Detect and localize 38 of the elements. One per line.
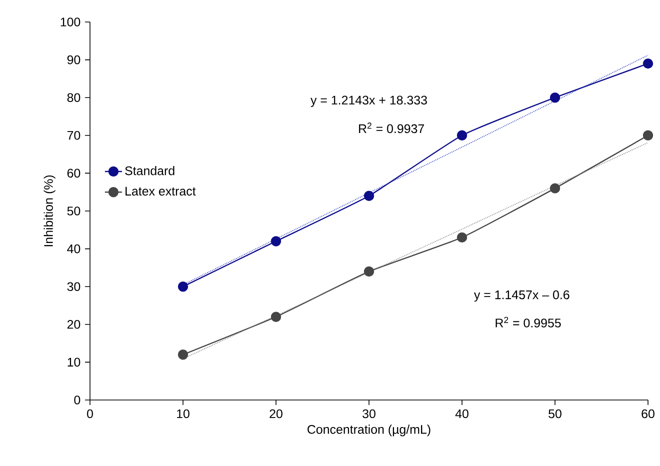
annotation: y = 1.2143x + 18.333 — [310, 96, 427, 108]
y-tick-label: 60 — [67, 168, 80, 178]
point — [550, 183, 560, 194]
y-tick-label: 10 — [68, 358, 80, 367]
point — [270, 312, 282, 322]
point — [642, 130, 654, 140]
y-axis-title: Inhibition (%) — [44, 175, 56, 246]
x-tick-label: 30 — [362, 409, 376, 418]
annotation: y = 1.1457x – 0.6 — [474, 290, 570, 302]
point — [364, 190, 374, 201]
x-tick-label: 60 — [642, 409, 654, 418]
legend-label: Latex extract — [126, 186, 196, 196]
x-tick-label: 20 — [270, 409, 282, 418]
y-tick-label: 50 — [67, 206, 80, 216]
annotation: R$^{2}$ = 0.9937 — [359, 122, 424, 134]
y-tick-label: 70 — [67, 130, 80, 140]
point — [456, 130, 468, 140]
point — [550, 92, 560, 103]
y-tick-label: 100 — [60, 18, 80, 26]
point — [364, 266, 374, 277]
y-tick-label: 80 — [67, 93, 80, 102]
x-tick-label: 0 — [87, 409, 93, 418]
x-tick-label: 40 — [455, 409, 468, 418]
y-tick-label: 40 — [67, 244, 80, 254]
point — [270, 236, 282, 246]
y-tick-label: 30 — [67, 282, 80, 292]
point — [178, 350, 188, 360]
y-tick-label: 0 — [74, 396, 80, 404]
point — [178, 282, 188, 292]
point — [642, 58, 654, 69]
x-tick-label: 50 — [548, 409, 562, 418]
y-tick-label: 90 — [67, 55, 80, 64]
annotation: R$^{2}$ = 0.9955 — [496, 316, 561, 328]
x-tick-label: 10 — [177, 409, 190, 418]
point — [456, 232, 468, 243]
y-tick-label: 20 — [67, 320, 80, 329]
legend-label: Standard — [125, 166, 174, 176]
x-axis-title: Concentration (µg/mL) — [308, 424, 430, 436]
